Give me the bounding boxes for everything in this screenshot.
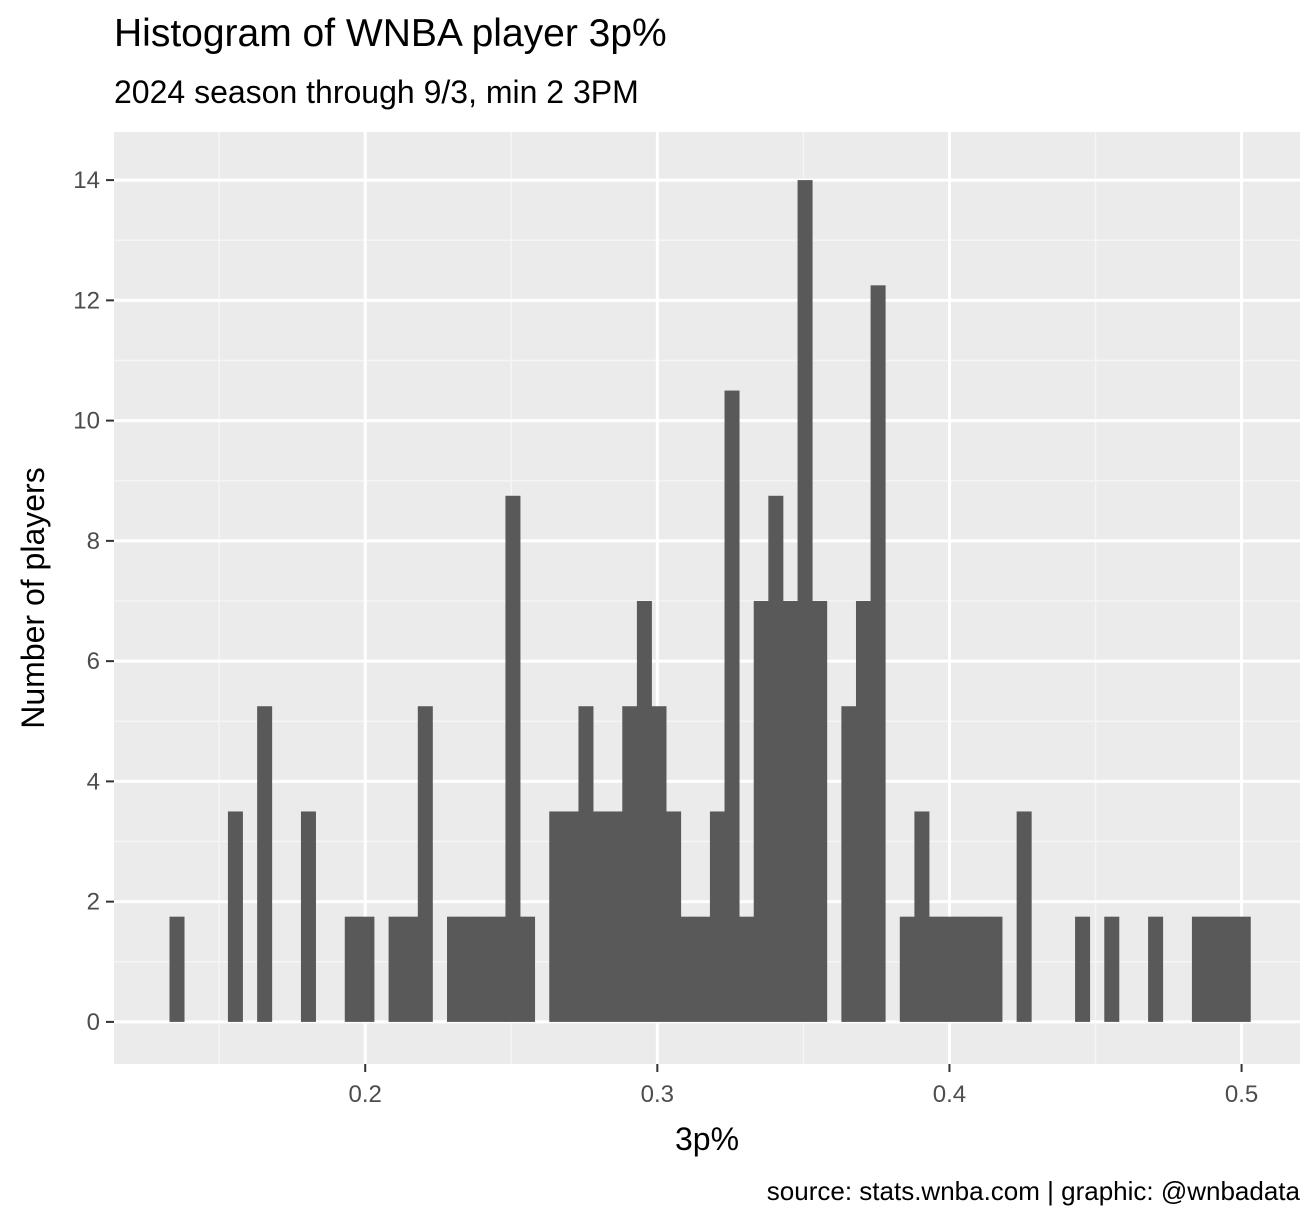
histogram-bar [972,916,988,1022]
histogram-bar [227,811,243,1022]
histogram-bar [768,495,784,1022]
histogram-bar [841,706,857,1022]
histogram-bar [300,811,316,1022]
y-tick-label: 12 [73,287,100,314]
histogram-bar [797,180,813,1022]
y-tick-label: 6 [87,648,100,675]
y-axis-title: Number of players [15,467,51,728]
x-axis: 0.2 0.3 0.4 0.5 [349,1064,1258,1108]
histogram-bar [490,916,506,1022]
y-tick-label: 2 [87,889,100,916]
histogram-bar [403,916,419,1022]
histogram-bar [855,601,871,1022]
histogram-bar [812,601,828,1022]
histogram-bar [520,916,536,1022]
histogram-bar [1104,916,1120,1022]
histogram-bar [359,916,375,1022]
histogram-bar [417,706,433,1022]
histogram-bar [622,706,638,1022]
histogram-bar [447,916,463,1022]
histogram-bar [476,916,492,1022]
histogram-bar [870,285,886,1022]
x-axis-title: 3p% [675,1121,739,1157]
x-tick-label: 0.4 [933,1081,966,1108]
histogram-bar [753,601,769,1022]
histogram-bar [169,916,185,1022]
histogram-bar [987,916,1003,1022]
source-caption: source: stats.wnba.com | graphic: @wnbad… [766,1176,1300,1206]
histogram-bar [929,916,945,1022]
histogram-bar [636,601,652,1022]
x-tick-label: 0.2 [349,1081,382,1108]
histogram-bar [724,390,740,1022]
histogram-bar [709,811,725,1022]
y-axis: 0 2 4 6 8 10 12 14 [73,167,114,1036]
histogram-bar [257,706,273,1022]
histogram-bar [899,916,915,1022]
histogram-bar [344,916,360,1022]
histogram-bar [914,811,930,1022]
chart-subtitle: 2024 season through 9/3, min 2 3PM [114,74,639,110]
histogram-bar [388,916,404,1022]
histogram-bar [1221,916,1237,1022]
histogram-bar [782,601,798,1022]
histogram-bar [1075,916,1091,1022]
y-tick-label: 8 [87,528,100,555]
histogram-bar [505,495,521,1022]
histogram-bar [578,706,594,1022]
histogram-bar [461,916,477,1022]
histogram-bar [1016,811,1032,1022]
histogram-bar [549,811,565,1022]
chart-title: Histogram of WNBA player 3p% [114,12,667,55]
histogram-bar [958,916,974,1022]
histogram-bar [1148,916,1164,1022]
y-tick-label: 10 [73,408,100,435]
x-tick-label: 0.3 [641,1081,674,1108]
histogram-bar [695,916,711,1022]
histogram-bar [680,916,696,1022]
histogram-bar [1206,916,1222,1022]
histogram-bar [651,706,667,1022]
histogram-bar [563,811,579,1022]
x-tick-label: 0.5 [1225,1081,1258,1108]
y-tick-label: 0 [87,1009,100,1036]
histogram-bar [1235,916,1251,1022]
histogram-bar [593,811,609,1022]
y-tick-label: 14 [73,167,100,194]
histogram-bar [943,916,959,1022]
histogram-bar [666,811,682,1022]
histogram-bar [1191,916,1207,1022]
y-tick-label: 4 [87,768,100,795]
histogram-bars [169,180,1251,1022]
histogram-bar [739,916,755,1022]
histogram-bar [607,811,623,1022]
